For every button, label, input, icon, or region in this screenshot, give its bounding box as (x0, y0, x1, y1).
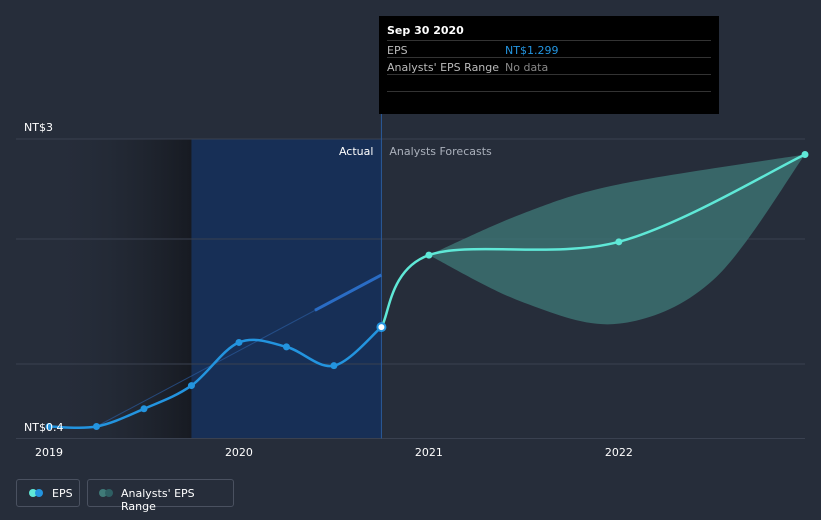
tooltip-date: Sep 30 2020 (387, 24, 464, 37)
eps-forecast-dot-icon (29, 489, 37, 497)
x-tick-label: 2022 (605, 446, 633, 459)
eps-forecast-line (380, 153, 806, 328)
eps-forecast-point (615, 238, 623, 246)
eps-forecast-point (801, 150, 809, 158)
tooltip-row-empty (387, 74, 711, 92)
range-upper-dot-icon (105, 489, 113, 497)
eps-actual-dot-icon (35, 489, 43, 497)
eps-actual-point (330, 362, 338, 370)
x-tick-label: 2021 (415, 446, 443, 459)
tooltip-range-value: No data (505, 61, 549, 74)
eps-actual-line (48, 326, 383, 430)
x-tick-label: 2019 (35, 446, 63, 459)
actual-section-label: Actual (339, 145, 373, 158)
legend-eps[interactable]: EPS (16, 479, 80, 507)
eps-actual-point (92, 423, 100, 430)
tooltip-range-label: Analysts' EPS Range (387, 61, 500, 74)
eps-actual-point (376, 322, 387, 333)
eps-actual-point (235, 338, 243, 346)
tooltip-row-eps: EPS NT$1.299 (387, 40, 711, 58)
forecast-section-label: Analysts Forecasts (389, 145, 492, 158)
y-tick-label-bottom: NT$0.4 (24, 421, 63, 434)
tooltip-row-empty (387, 91, 711, 109)
legend-range-label: Analysts' EPS Range (121, 487, 195, 513)
eps-actual-point (282, 343, 290, 351)
eps-actual-point (140, 405, 148, 413)
range-lower-dot-icon (99, 489, 107, 497)
eps-actual-point (187, 382, 195, 390)
tooltip-row-range: Analysts' EPS Range No data (387, 57, 711, 75)
y-tick-label-top: NT$3 (24, 121, 53, 134)
eps-forecast-point (425, 251, 433, 259)
legend-analysts-range[interactable]: Analysts' EPS Range (87, 479, 234, 513)
trend-line-highlight (314, 273, 383, 312)
legend-eps-label: EPS (52, 487, 73, 500)
tooltip-eps-label: EPS (387, 44, 408, 57)
x-tick-label: 2020 (225, 446, 253, 459)
eps-tooltip: Sep 30 2020 EPS NT$1.299 Analysts' EPS R… (379, 16, 719, 114)
eps-actual-point (45, 423, 53, 430)
past-shade-region (49, 139, 192, 439)
tooltip-eps-value: NT$1.299 (505, 44, 559, 57)
actual-highlight-region (191, 139, 382, 439)
